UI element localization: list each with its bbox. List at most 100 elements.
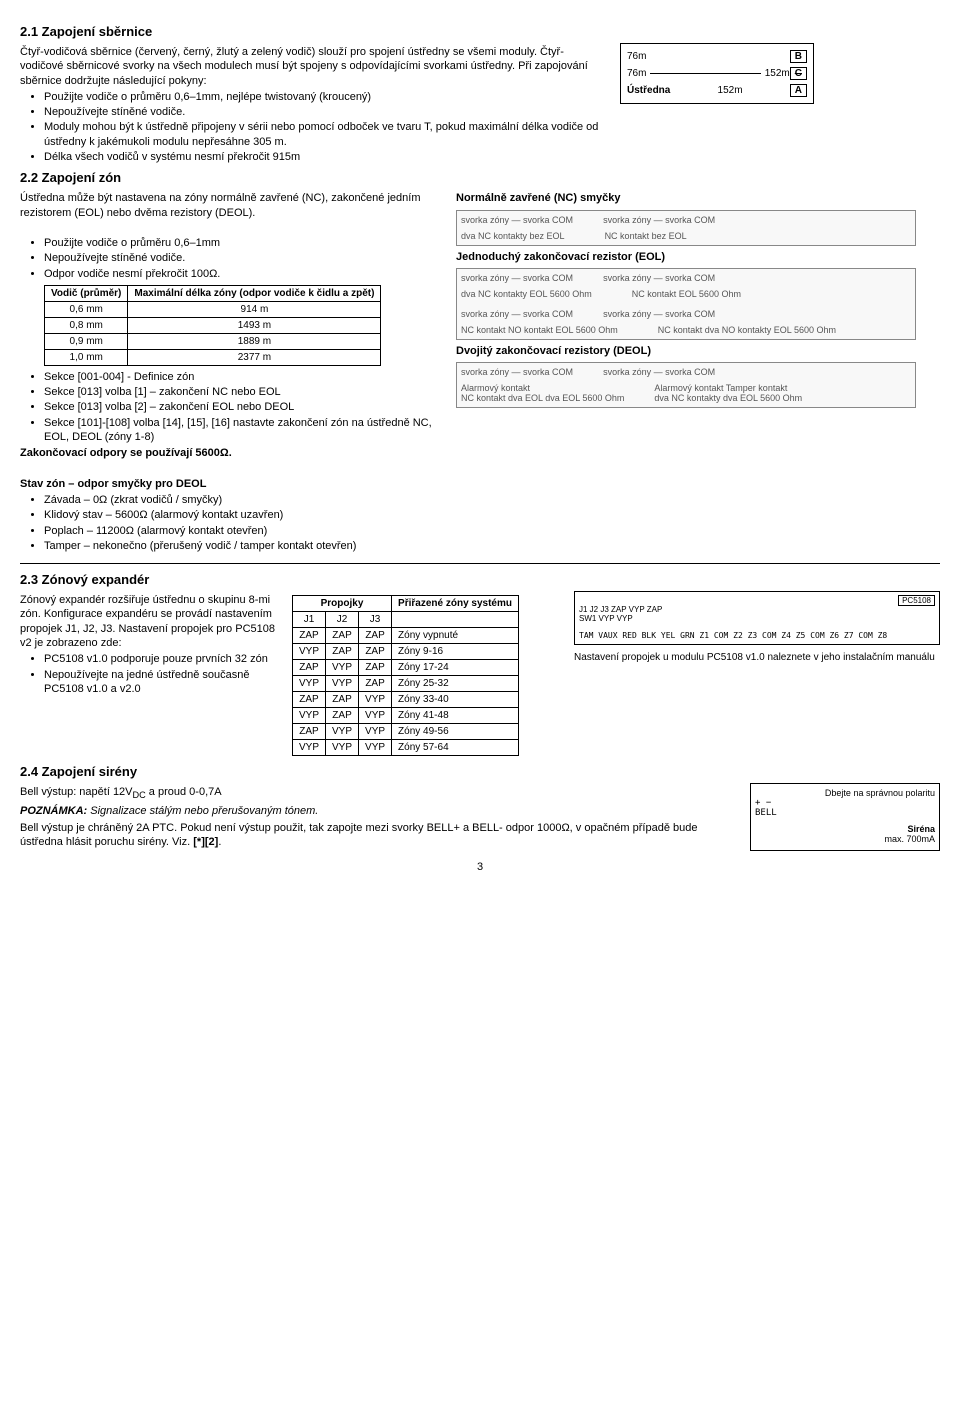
eol-sc4: svorka COM	[665, 309, 715, 319]
nc-sz1: svorka zóny	[461, 215, 509, 225]
deol-sz1: svorka zóny	[461, 367, 509, 377]
s22-bG: Sekce [101]-[108] volba [14], [15], [16]…	[44, 416, 440, 445]
siren-label: Siréna	[907, 824, 935, 834]
jt-r4c0: ZAP	[293, 692, 326, 708]
eol-sz4: svorka zóny	[603, 309, 651, 319]
s24-notetext: Signalizace stálým nebo přerušovaným tón…	[90, 805, 318, 817]
node-a: A	[790, 84, 807, 97]
deol1b: – 0Ω (zkrat vodičů / smyčky)	[84, 494, 222, 506]
wlt-r2c0: 0,9 mm	[45, 333, 128, 349]
s21-b2: Nepoužívejte stíněné vodiče.	[44, 105, 604, 119]
s22-bD: Sekce [001-004] - Definice zón	[44, 370, 440, 384]
eol-lbl2: NC kontakt EOL 5600 Ohm	[632, 289, 741, 299]
s24-line3: Bell výstup je chráněný 2A PTC. Pokud ne…	[20, 821, 738, 850]
s22-bullets-a: Použijte vodiče o průměru 0,6–1mm Nepouž…	[20, 236, 440, 281]
deol2: Klidový stav – 5600Ω (alarmový kontakt u…	[44, 508, 440, 522]
eol-lbl4: NC kontakt dva NO kontakty EOL 5600 Ohm	[658, 325, 836, 335]
jt-r2c1: VYP	[326, 660, 359, 676]
jt-r1c1: ZAP	[326, 644, 359, 660]
wlt-r1c1: 1493 m	[128, 317, 381, 333]
jt-r5c3: Zóny 41-48	[392, 708, 519, 724]
nc-diagram-title: Normálně zavřené (NC) smyčky	[456, 191, 916, 205]
s23-bullets: PC5108 v1.0 podporuje pouze prvních 32 z…	[20, 652, 280, 696]
deol-state-list: Závada – 0Ω (zkrat vodičů / smyčky) Klid…	[20, 493, 440, 553]
deol-sc1: svorka COM	[523, 367, 573, 377]
wire-length-table: Vodič (průměr) Maximální délka zóny (odp…	[44, 285, 381, 366]
deol-lbl1: NC kontakt dva EOL dva EOL 5600 Ohm	[461, 393, 624, 403]
board-sw: SW1 VYP VYP	[579, 614, 935, 623]
jt-r4c1: ZAP	[326, 692, 359, 708]
deol-alarm2: Alarmový kontakt	[654, 383, 723, 393]
jt-j3: J3	[359, 612, 392, 628]
jt-r0c3: Zóny vypnuté	[392, 628, 519, 644]
jt-r4c2: VYP	[359, 692, 392, 708]
deol4b: – nekonečno (přerušený vodič / tamper ko…	[84, 540, 357, 552]
eol-lbl3: NC kontakt NO kontakt EOL 5600 Ohm	[461, 325, 618, 335]
eol-schematic: svorka zóny — svorka COM svorka zóny — s…	[456, 268, 916, 340]
jt-j1: J1	[293, 612, 326, 628]
s22-bB: Nepoužívejte stíněné vodiče.	[44, 251, 440, 265]
board-pins: TAM VAUX RED BLK YEL GRN Z1 COM Z2 Z3 CO…	[579, 631, 935, 640]
s21-b4: Délka všech vodičů v systému nesmí překr…	[44, 150, 604, 164]
eol-sc2: svorka COM	[665, 273, 715, 283]
s24-l1b: a proud 0-0,7A	[146, 786, 222, 798]
wlt-r3c0: 1,0 mm	[45, 349, 128, 365]
s24-notelabel: POZNÁMKA:	[20, 805, 87, 817]
jt-r2c2: ZAP	[359, 660, 392, 676]
jt-r5c1: ZAP	[326, 708, 359, 724]
eol-sz2: svorka zóny	[603, 273, 651, 283]
deol4: Tamper – nekonečno (přerušený vodič / ta…	[44, 539, 440, 553]
jt-h2: Přiřazené zóny systému	[392, 596, 519, 612]
section-2-2-title: 2.2 Zapojení zón	[20, 170, 940, 185]
deol2a: Klidový stav	[44, 509, 103, 521]
diag-len-76a: 76m	[627, 51, 646, 62]
wlt-h2: Maximální délka zóny (odpor vodiče k čid…	[128, 285, 381, 301]
bell-diagram: Dbejte na správnou polaritu + −BELL Siré…	[750, 783, 940, 851]
node-ustredna: Ústředna	[627, 85, 670, 96]
s21-b1: Použijte vodiče o průměru 0,6–1mm, nejlé…	[44, 90, 604, 104]
s22-bC: Odpor vodiče nesmí překročit 100Ω.	[44, 267, 440, 281]
board-jumpers: J1 J2 J3 ZAP VYP ZAP	[579, 605, 935, 614]
section-2-1-title: 2.1 Zapojení sběrnice	[20, 24, 940, 39]
jt-r1c0: VYP	[293, 644, 326, 660]
board-label: PC5108	[898, 595, 935, 606]
deol3b: – 11200Ω (alarmový kontakt otevřen)	[87, 525, 267, 537]
deol-sz2: svorka zóny	[603, 367, 651, 377]
jt-r3c0: VYP	[293, 676, 326, 692]
jt-r7c1: VYP	[326, 740, 359, 756]
jt-h1: Propojky	[293, 596, 392, 612]
nc-sz2: svorka zóny	[603, 215, 651, 225]
jt-r6c3: Zóny 49-56	[392, 724, 519, 740]
jt-r6c1: VYP	[326, 724, 359, 740]
jt-r3c1: VYP	[326, 676, 359, 692]
eol-sz1: svorka zóny	[461, 273, 509, 283]
eol-sc3: svorka COM	[523, 309, 573, 319]
jt-r2c0: ZAP	[293, 660, 326, 676]
jt-r1c3: Zóny 9-16	[392, 644, 519, 660]
term-resistor-line: Zakončovací odpory se používají 5600Ω.	[20, 446, 440, 460]
s22-bullets-b: Sekce [001-004] - Definice zón Sekce [01…	[20, 370, 440, 444]
s22-bF: Sekce [013] volba [2] – zakončení EOL ne…	[44, 400, 440, 414]
jt-r3c3: Zóny 25-32	[392, 676, 519, 692]
node-b: B	[790, 50, 807, 63]
nc-sc2: svorka COM	[665, 215, 715, 225]
deol3: Poplach – 11200Ω (alarmový kontakt otevř…	[44, 524, 440, 538]
s23-b2: Nepoužívejte na jedné ústředně současně …	[44, 668, 280, 697]
jt-r7c3: Zóny 57-64	[392, 740, 519, 756]
jt-r0c0: ZAP	[293, 628, 326, 644]
s24-line1: Bell výstup: napětí 12VDC a proud 0-0,7A	[20, 785, 738, 802]
jt-j2: J2	[326, 612, 359, 628]
jt-r5c2: VYP	[359, 708, 392, 724]
nc-lbl1: dva NC kontakty bez EOL	[461, 231, 565, 241]
deol-sc2: svorka COM	[665, 367, 715, 377]
diag-len-152b: 152m	[718, 85, 743, 96]
jt-r1c2: ZAP	[359, 644, 392, 660]
s24-l1a: Bell výstup: napětí 12V	[20, 786, 133, 798]
wlt-r2c1: 1889 m	[128, 333, 381, 349]
s23-note: Nastavení propojek u modulu PC5108 v1.0 …	[574, 651, 940, 664]
deol1: Závada – 0Ω (zkrat vodičů / smyčky)	[44, 493, 440, 507]
s24-ref: [*][2]	[193, 836, 218, 848]
section-2-3-title: 2.3 Zónový expandér	[20, 572, 940, 587]
wlt-r0c1: 914 m	[128, 301, 381, 317]
deol2b: – 5600Ω (alarmový kontakt uzavřen)	[106, 509, 284, 521]
